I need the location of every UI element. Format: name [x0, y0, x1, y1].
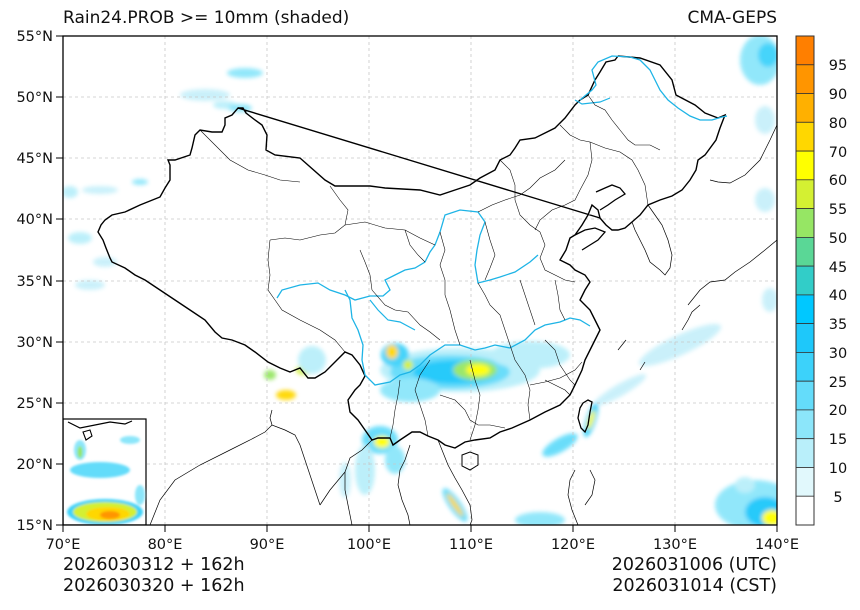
colorbar-label: 50 [829, 231, 847, 247]
colorbar-bin [795, 208, 815, 238]
colorbar-label: 80 [829, 116, 847, 132]
colorbar-bin [795, 121, 815, 152]
y-tick-label: 30°N [16, 335, 53, 351]
x-tick-label: 130°E [653, 537, 697, 553]
colorbar-label: 25 [829, 375, 847, 391]
chart-title: Rain24.PROB >= 10mm (shaded) [63, 8, 350, 28]
colorbar-bin [795, 294, 815, 325]
x-tick-label: 80°E [148, 537, 183, 553]
colorbar-bin [795, 467, 815, 497]
init-time-cst: 2026030320 + 162h [63, 576, 245, 596]
valid-time-block: 2026031006 (UTC) 2026031014 (CST) [612, 555, 777, 597]
plot-area [63, 36, 777, 525]
x-tick-label: 120°E [551, 537, 595, 553]
colorbar-bin [795, 380, 815, 411]
y-tick-label: 50°N [16, 90, 53, 106]
colorbar-label: 40 [829, 288, 847, 304]
colorbar-label: 15 [829, 432, 847, 448]
amur-river [579, 55, 728, 121]
colorbar-bin [795, 323, 815, 353]
model-name: CMA-GEPS [687, 8, 777, 28]
y-tick-label: 20°N [16, 457, 53, 473]
colorbar-bin [795, 438, 815, 468]
yangtze-river [344, 289, 591, 386]
x-axis-labels: 70°E 80°E 90°E 100°E 110°E 120°E 130°E 1… [46, 537, 799, 553]
province-borders [199, 94, 661, 441]
colorbar-bin [795, 35, 815, 66]
y-tick-label: 45°N [16, 151, 53, 167]
y-axis-ticks [56, 35, 63, 526]
y-tick-label: 25°N [16, 396, 53, 412]
colorbar-bin [795, 409, 815, 440]
colorbar-label: 30 [829, 346, 847, 362]
colorbar-label: 95 [829, 58, 847, 74]
colorbar-bin [795, 495, 815, 526]
colorbar-bin [795, 236, 815, 267]
colorbar-labels: 95 90 80 70 60 55 50 45 40 35 30 25 20 1… [829, 58, 847, 506]
coastlines [149, 124, 777, 525]
colorbar-label: 60 [829, 173, 847, 189]
precip-shading [63, 36, 777, 525]
colorbar-label: 70 [829, 145, 847, 161]
y-tick-label: 40°N [16, 212, 53, 228]
colorbar-label: 90 [829, 87, 847, 103]
x-tick-label: 140°E [755, 537, 799, 553]
colorbar-bin [795, 265, 815, 296]
colorbar-label: 55 [829, 202, 847, 218]
y-tick-label: 55°N [16, 29, 53, 45]
colorbar-bin [795, 150, 815, 181]
y-tick-label: 35°N [16, 274, 53, 290]
colorbar-bin [795, 351, 815, 382]
colorbar-label: 20 [829, 403, 847, 419]
init-time-block: 2026030312 + 162h 2026030320 + 162h [63, 555, 245, 597]
colorbar-label: 5 [833, 490, 842, 506]
init-time-utc: 2026030312 + 162h [63, 555, 245, 575]
valid-time-cst: 2026031014 (CST) [612, 576, 777, 596]
colorbar-label: 35 [829, 317, 847, 333]
colorbar-bin [795, 93, 815, 123]
colorbar-label: 10 [829, 461, 847, 477]
x-tick-label: 110°E [449, 537, 493, 553]
valid-time-utc: 2026031006 (UTC) [611, 555, 777, 575]
y-axis-labels: 55°N 50°N 45°N 40°N 35°N 30°N 25°N 20°N … [16, 29, 53, 534]
y-tick-label: 15°N [16, 518, 53, 534]
colorbar-bin [795, 64, 815, 95]
colorbar-bin [795, 179, 815, 210]
x-tick-label: 90°E [250, 537, 285, 553]
south-china-sea-inset [63, 418, 147, 525]
x-tick-label: 70°E [46, 537, 81, 553]
colorbar-label: 45 [829, 260, 847, 276]
x-axis-ticks [62, 525, 778, 532]
x-tick-label: 100°E [347, 537, 391, 553]
colorbar [795, 35, 815, 526]
colorbar-frame [795, 35, 815, 526]
